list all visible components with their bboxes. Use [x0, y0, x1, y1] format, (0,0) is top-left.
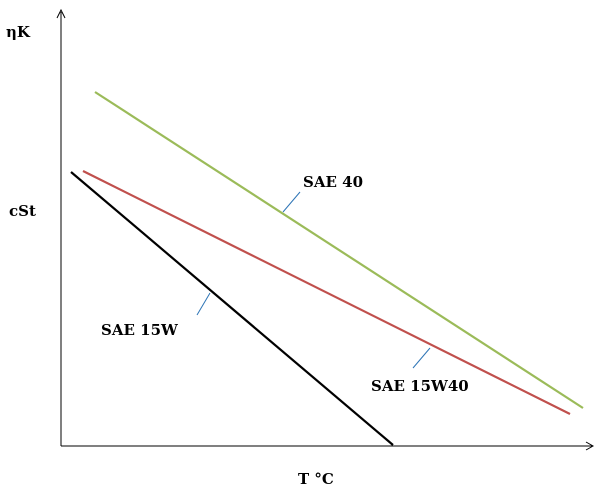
series-label-sae-15w: SAE 15W	[101, 321, 179, 339]
series-layer	[70, 91, 584, 446]
leader-line-sae-15w40	[412, 347, 431, 369]
series-line-sae-15w	[70, 171, 394, 446]
x-axis-arrow	[585, 441, 595, 451]
x-axis-label: T °C	[298, 470, 334, 488]
axes	[56, 8, 595, 451]
leader-line-sae-40	[282, 191, 301, 213]
y-axis-arrow	[56, 8, 66, 19]
series-line-sae-15w40	[82, 170, 571, 415]
y-axis-label-side: cSt	[9, 202, 36, 220]
series-line-sae-40	[94, 91, 584, 409]
series-labels: SAE 40 SAE 15W40 SAE 15W	[101, 173, 469, 395]
y-axis-label-top: ηK	[6, 23, 31, 41]
series-label-sae-40: SAE 40	[303, 173, 363, 191]
leader-line-sae-15w	[196, 292, 211, 316]
series-label-sae-15w40: SAE 15W40	[371, 377, 469, 395]
